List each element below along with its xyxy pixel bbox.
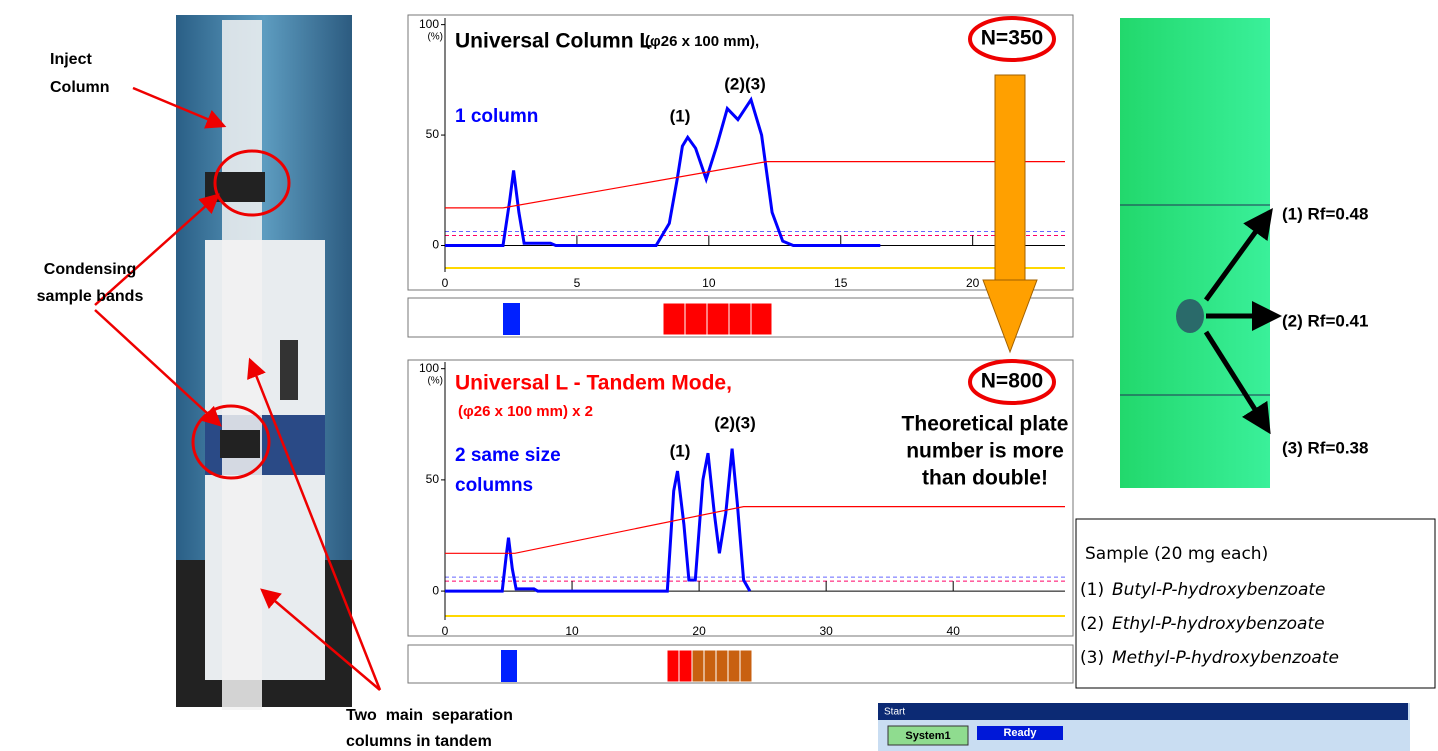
x-tick-label: 5 — [574, 276, 581, 290]
y-tick-label: 50 — [426, 127, 440, 141]
tlc-arrows — [1203, 207, 1282, 435]
status-title: Start — [884, 707, 905, 718]
x-tick-label: 10 — [565, 624, 579, 638]
n-highlight — [968, 359, 1056, 405]
sample-box — [1075, 518, 1436, 689]
photo-label: columns in tandem — [346, 733, 492, 750]
sample-name: Methyl-P-hydroxybenzoate — [1112, 648, 1339, 668]
highlight-ring — [213, 149, 291, 217]
n-label: N=350 — [981, 27, 1043, 50]
trace — [445, 96, 881, 247]
y-axis-label: (%) — [427, 31, 443, 42]
y-tick-label: 0 — [432, 583, 439, 597]
state-badge — [977, 726, 1063, 740]
photo-label: sample bands — [37, 288, 144, 305]
sample-name: Ethyl-P-hydroxybenzoate — [1112, 614, 1325, 634]
y-tick-label: 50 — [426, 472, 440, 486]
improvement-arrow — [982, 74, 1038, 354]
sample-name: Butyl-P-hydroxybenzoate — [1112, 580, 1326, 600]
n-label: N=800 — [981, 370, 1043, 393]
y-tick-label: 100 — [419, 361, 439, 375]
trace — [445, 448, 752, 593]
fraction — [503, 303, 520, 335]
chart-title-detail: (φ26 x 100 mm) x 2 — [458, 403, 593, 420]
peak-label: (2)(3) — [724, 74, 766, 93]
y-axis-label: (%) — [427, 375, 443, 386]
sample-num: (1) — [1080, 580, 1104, 600]
peak-label: (2)(3) — [714, 413, 756, 432]
peak-label: (1) — [670, 441, 691, 460]
system-name: System1 — [905, 730, 950, 742]
photo-label: Column — [50, 79, 110, 96]
chart-title: Universal L - Tandem Mode, — [455, 372, 732, 395]
x-tick-label: 20 — [692, 624, 706, 638]
chart-title: Universal Column L — [455, 30, 652, 53]
system-button[interactable] — [887, 725, 969, 746]
peak-label: (1) — [670, 106, 691, 125]
photo-label: Inject — [50, 51, 92, 68]
x-tick-label: 30 — [819, 624, 833, 638]
sample-title: Sample (20 mg each) — [1085, 544, 1268, 564]
photo-label: Condensing — [44, 261, 136, 278]
x-tick-label: 20 — [966, 276, 980, 290]
column-label: 1 column — [455, 106, 538, 127]
tlc-spot — [1176, 299, 1204, 333]
system-state: Ready — [1003, 727, 1037, 739]
sample-num: (3) — [1080, 648, 1104, 668]
rf-label: (3) Rf=0.38 — [1282, 438, 1368, 457]
trace — [445, 506, 1065, 554]
x-tick-label: 0 — [442, 624, 449, 638]
rf-label: (1) Rf=0.48 — [1282, 204, 1368, 223]
sample-num: (2) — [1080, 614, 1104, 634]
x-tick-label: 40 — [947, 624, 961, 638]
chart-frame — [407, 14, 1074, 291]
highlight-ring — [191, 404, 271, 480]
n-highlight — [968, 16, 1056, 62]
note: number is more — [906, 440, 1064, 463]
status-titlebar — [878, 703, 1408, 720]
note: Theoretical plate — [902, 413, 1069, 436]
tlc-plate — [1120, 18, 1270, 488]
fractions — [666, 649, 753, 683]
sample-list: (1) Butyl-P-hydroxybenzoate (2) Ethyl-P-hyd… — [1080, 580, 1339, 668]
y-tick-label: 100 — [419, 17, 439, 31]
fraction — [501, 650, 517, 682]
photo-label: Two main separation — [346, 707, 513, 724]
y-tick-label: 0 — [432, 238, 439, 252]
column-label: columns — [455, 475, 533, 496]
note: than double! — [922, 467, 1048, 490]
fractions — [662, 302, 773, 336]
chart-frame — [407, 359, 1074, 637]
x-tick-label: 10 — [702, 276, 716, 290]
column-label: 2 same size — [455, 445, 561, 466]
x-tick-label: 15 — [834, 276, 848, 290]
pointer-arrows — [94, 86, 382, 691]
trace — [445, 161, 1065, 209]
x-tick-label: 0 — [442, 276, 449, 290]
chart-title-detail: (φ26 x 100 mm), — [645, 33, 759, 50]
rf-label: (2) Rf=0.41 — [1282, 311, 1368, 330]
photo — [176, 15, 352, 710]
